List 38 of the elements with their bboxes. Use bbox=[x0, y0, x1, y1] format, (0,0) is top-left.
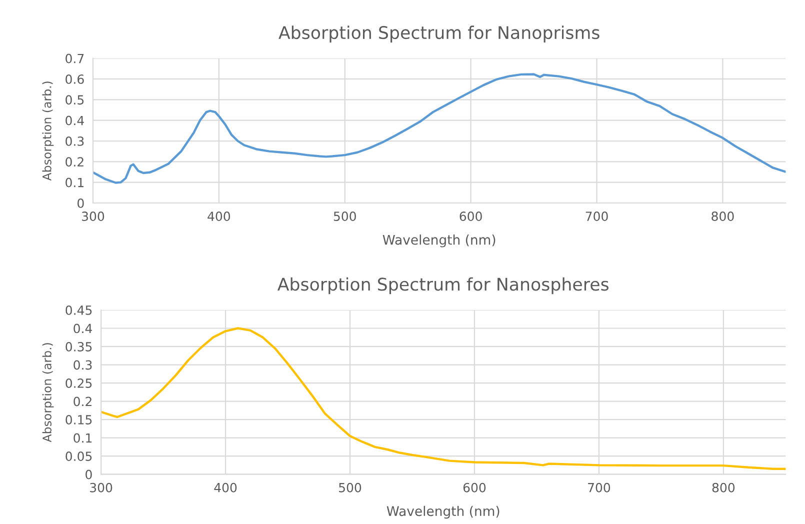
y-tick-label: 0 bbox=[78, 198, 84, 208]
x-axis-title: Wavelength (nm) bbox=[386, 506, 500, 519]
x-tick-label: 500 bbox=[339, 482, 362, 492]
y-tick-label: 0.25 bbox=[66, 378, 92, 388]
y-tick-label: 0.1 bbox=[66, 178, 84, 188]
x-tick-label: 800 bbox=[712, 212, 734, 222]
chart-title: Absorption Spectrum for Nanospheres bbox=[277, 277, 609, 294]
y-tick-label: 0.4 bbox=[74, 324, 92, 334]
y-tick-label: 0.5 bbox=[66, 95, 84, 105]
y-tick-label: 0.1 bbox=[74, 433, 92, 443]
y-tick-label: 0.7 bbox=[66, 54, 84, 64]
y-tick-label: 0.6 bbox=[66, 74, 84, 84]
y-axis-title: Absorption (arb.) bbox=[42, 82, 54, 181]
x-tick-label: 700 bbox=[586, 212, 608, 222]
x-tick-label: 300 bbox=[82, 212, 104, 222]
x-axis-title: Wavelength (nm) bbox=[382, 234, 496, 248]
y-tick-label: 0.2 bbox=[66, 157, 84, 167]
y-tick-label: 0 bbox=[86, 470, 92, 480]
y-tick-label: 0.15 bbox=[66, 415, 92, 424]
chart-title: Absorption Spectrum for Nanoprisms bbox=[278, 26, 600, 42]
y-tick-label: 0.2 bbox=[74, 396, 92, 406]
x-tick-label: 400 bbox=[214, 482, 237, 492]
x-tick-label: 400 bbox=[208, 212, 230, 222]
line-series bbox=[101, 327, 786, 470]
y-tick-label: 0.45 bbox=[66, 305, 92, 315]
y-tick-label: 0.35 bbox=[66, 342, 92, 352]
line-series bbox=[92, 73, 786, 184]
x-tick-label: 500 bbox=[334, 212, 356, 222]
x-tick-label: 800 bbox=[712, 482, 735, 492]
x-tick-label: 700 bbox=[588, 482, 610, 492]
x-tick-label: 600 bbox=[460, 212, 482, 222]
y-axis-title: Absorption (arb.) bbox=[42, 343, 54, 442]
y-tick-label: 0.4 bbox=[66, 116, 84, 126]
y-tick-label: 0.3 bbox=[66, 136, 84, 146]
x-tick-label: 300 bbox=[90, 482, 112, 492]
x-tick-label: 600 bbox=[463, 482, 486, 492]
y-tick-label: 0.05 bbox=[66, 452, 92, 461]
y-tick-label: 0.3 bbox=[74, 360, 92, 370]
